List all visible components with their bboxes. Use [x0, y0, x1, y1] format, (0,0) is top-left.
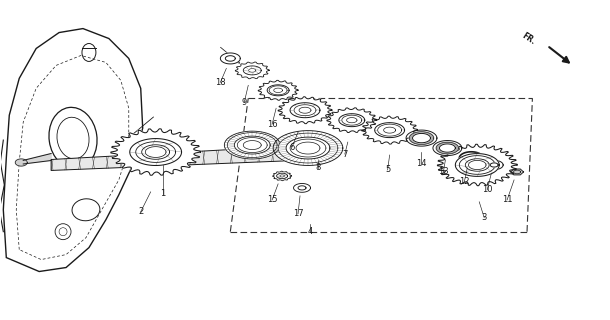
- Polygon shape: [225, 56, 235, 61]
- Polygon shape: [436, 142, 459, 154]
- Polygon shape: [409, 132, 434, 144]
- Polygon shape: [378, 124, 401, 136]
- Polygon shape: [276, 173, 287, 179]
- Text: 11: 11: [502, 195, 512, 204]
- Polygon shape: [228, 132, 277, 157]
- Polygon shape: [130, 139, 182, 165]
- Text: 10: 10: [482, 185, 492, 194]
- Polygon shape: [23, 154, 51, 164]
- Polygon shape: [406, 130, 437, 146]
- Polygon shape: [278, 97, 332, 124]
- Polygon shape: [234, 136, 270, 154]
- Text: 17: 17: [293, 209, 303, 218]
- Polygon shape: [280, 175, 284, 177]
- Polygon shape: [468, 160, 486, 170]
- Polygon shape: [258, 80, 298, 100]
- Polygon shape: [299, 107, 311, 113]
- Polygon shape: [384, 127, 396, 133]
- Polygon shape: [293, 183, 310, 192]
- Text: 4: 4: [307, 227, 312, 236]
- Polygon shape: [362, 116, 417, 144]
- Polygon shape: [235, 62, 269, 79]
- Polygon shape: [294, 105, 316, 116]
- Polygon shape: [269, 86, 287, 95]
- Text: 9: 9: [242, 98, 247, 107]
- Polygon shape: [15, 159, 27, 166]
- Polygon shape: [375, 123, 404, 138]
- Text: 12: 12: [459, 177, 470, 187]
- Text: 14: 14: [416, 159, 427, 169]
- Polygon shape: [273, 171, 292, 181]
- Text: FR.: FR.: [521, 31, 537, 46]
- Polygon shape: [224, 131, 280, 159]
- Text: 6: 6: [289, 142, 295, 152]
- Polygon shape: [296, 142, 320, 154]
- Polygon shape: [490, 163, 498, 167]
- Polygon shape: [237, 138, 267, 153]
- Polygon shape: [433, 140, 462, 156]
- Polygon shape: [327, 108, 377, 132]
- Polygon shape: [274, 88, 282, 92]
- Polygon shape: [290, 139, 326, 157]
- Polygon shape: [290, 103, 320, 118]
- Polygon shape: [136, 142, 176, 162]
- Polygon shape: [437, 144, 517, 186]
- Text: 1: 1: [160, 189, 165, 198]
- Text: 3: 3: [481, 213, 487, 222]
- Text: 16: 16: [267, 120, 278, 129]
- Polygon shape: [342, 115, 362, 125]
- Polygon shape: [286, 137, 330, 159]
- Polygon shape: [267, 85, 289, 96]
- Polygon shape: [439, 144, 455, 152]
- Polygon shape: [346, 117, 357, 123]
- Text: 8: 8: [315, 164, 321, 172]
- Polygon shape: [511, 169, 523, 175]
- Polygon shape: [339, 114, 365, 127]
- Text: 13: 13: [438, 167, 449, 176]
- Polygon shape: [465, 159, 489, 171]
- Polygon shape: [220, 53, 240, 64]
- Text: 18: 18: [215, 78, 226, 87]
- Polygon shape: [145, 147, 166, 157]
- Polygon shape: [278, 133, 338, 163]
- Polygon shape: [111, 129, 201, 175]
- Polygon shape: [273, 131, 343, 165]
- Polygon shape: [243, 66, 261, 75]
- Text: 7: 7: [342, 149, 348, 158]
- Polygon shape: [485, 160, 503, 170]
- Polygon shape: [243, 140, 261, 149]
- Polygon shape: [298, 186, 306, 190]
- Text: 15: 15: [267, 195, 278, 204]
- Polygon shape: [459, 156, 495, 174]
- Text: 2: 2: [138, 207, 143, 216]
- Polygon shape: [412, 133, 431, 143]
- Polygon shape: [455, 154, 499, 176]
- Polygon shape: [249, 68, 256, 72]
- Text: 5: 5: [385, 165, 390, 174]
- Polygon shape: [142, 145, 170, 159]
- Polygon shape: [51, 145, 320, 171]
